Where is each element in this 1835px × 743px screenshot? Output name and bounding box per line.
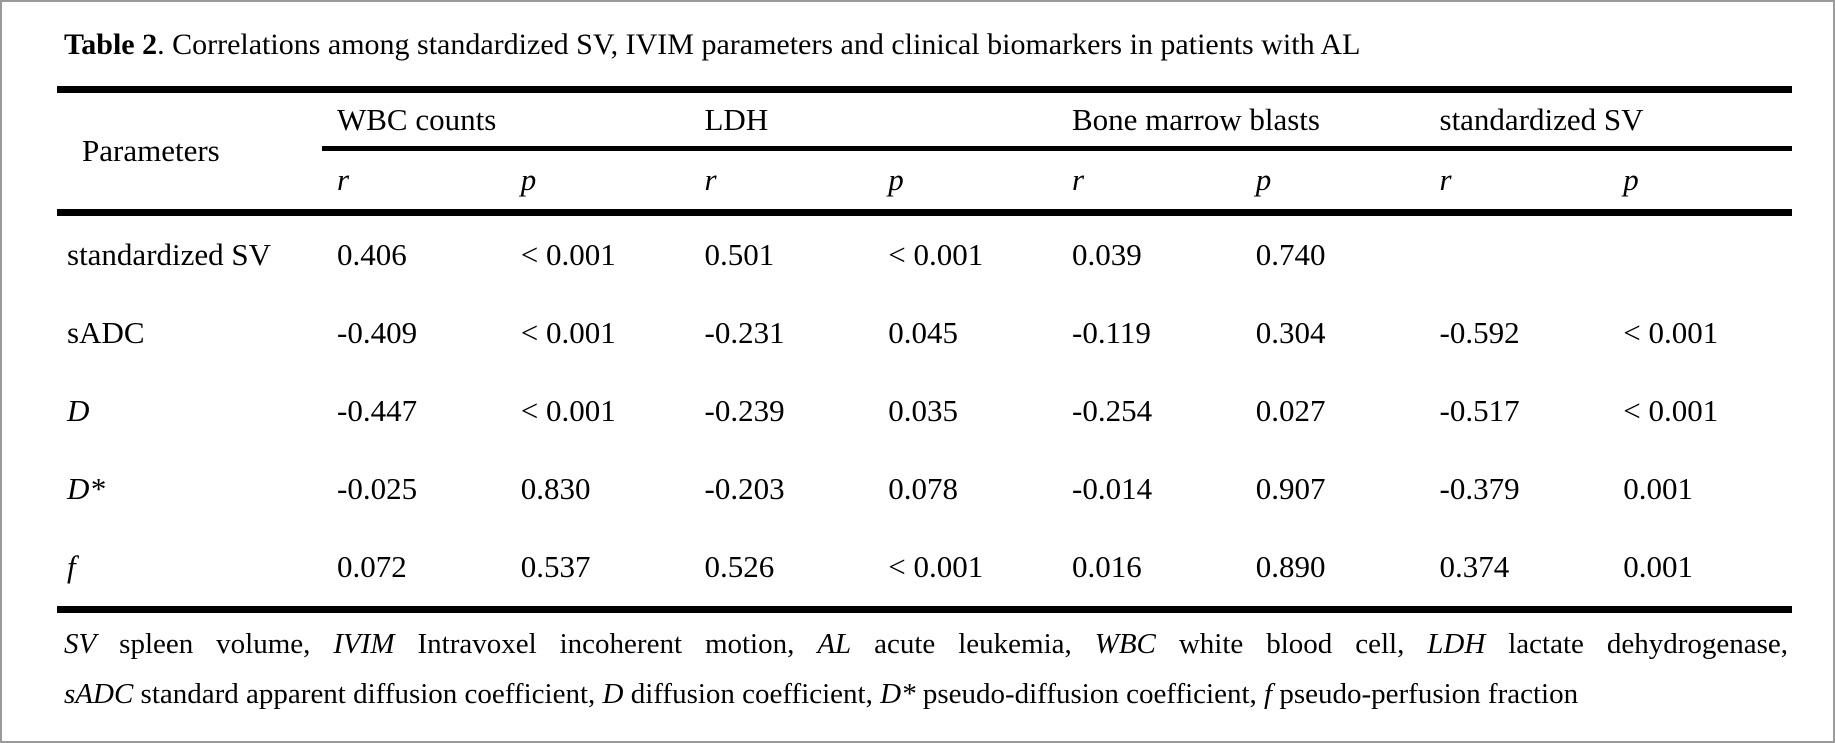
value-cell: -0.014 [1072, 471, 1153, 506]
footnote-text: pseudo-diffusion coefficient, [915, 678, 1265, 710]
footnote-abbrev: LDH [1427, 628, 1486, 660]
value-cell: 0.016 [1072, 549, 1142, 584]
footnote-line-2: sADC standard apparent diffusion coeffic… [64, 669, 1788, 719]
value-cell: -0.203 [704, 471, 785, 506]
param-cell: D [67, 393, 90, 428]
table-body: standardized SV 0.406 < 0.001 0.501 < 0.… [57, 213, 1792, 610]
table-row-sadc: sADC -0.409 < 0.001 -0.231 0.045 -0.119 … [57, 294, 1792, 372]
value-cell: 0.039 [1072, 237, 1142, 272]
value-cell: 0.374 [1439, 549, 1510, 584]
subheader-p-blasts: p [1240, 148, 1425, 216]
param-cell: D* [67, 471, 105, 506]
subheader-row: r p r p r p r p [57, 148, 1792, 216]
value-cell: 0.001 [1623, 471, 1693, 506]
footnote-abbrev: f [1264, 678, 1273, 710]
footnote-abbrev: D [602, 678, 624, 710]
value-cell: -0.447 [337, 393, 418, 428]
value-cell: -0.119 [1072, 315, 1151, 350]
param-cell: f [67, 549, 76, 584]
value-cell: -0.409 [337, 315, 418, 350]
subheader-p-ssv: p [1608, 148, 1792, 216]
value-cell [1425, 213, 1609, 295]
footnote-text: white blood cell, [1155, 628, 1428, 660]
subheader-r-ldh: r [689, 148, 874, 216]
table-row-dstar: D* -0.025 0.830 -0.203 0.078 -0.014 0.90… [57, 450, 1792, 528]
value-cell: 0.537 [520, 549, 591, 584]
value-cell: -0.517 [1439, 393, 1520, 428]
footnote-abbrev: IVIM [333, 628, 395, 660]
subheader-r-blasts: r [1057, 148, 1241, 216]
footnote-abbrev: AL [817, 628, 852, 660]
footnote-abbrev: D* [880, 678, 916, 710]
subheader-r-wbc: r [322, 148, 506, 216]
value-cell: -0.239 [704, 393, 785, 428]
footnote-line-1: SV spleen volume, IVIM Intravoxel incohe… [64, 619, 1788, 669]
subheader-p-ldh: p [873, 148, 1057, 216]
table-header: Parameters WBC counts LDH Bone marrow bl… [57, 89, 1792, 216]
table-row-ssv: standardized SV 0.406 < 0.001 0.501 < 0.… [57, 213, 1792, 295]
footnote-abbrev: WBC [1094, 628, 1156, 660]
value-cell: < 0.001 [888, 237, 984, 272]
footnote-text: lactate dehydrogenase, [1485, 628, 1788, 660]
correlation-table: Parameters WBC counts LDH Bone marrow bl… [57, 86, 1792, 613]
footnote-text: diffusion coefficient, [623, 678, 881, 710]
value-cell: -0.379 [1439, 471, 1520, 506]
footnote-text: pseudo-perfusion fraction [1272, 678, 1579, 710]
value-cell: 0.035 [888, 393, 958, 428]
value-cell: < 0.001 [520, 315, 616, 350]
value-cell: 0.406 [337, 237, 407, 272]
subheader-r-ssv: r [1424, 148, 1609, 216]
group-header-ssv: standardized SV [1424, 89, 1792, 151]
value-cell: 0.304 [1255, 315, 1326, 350]
group-header-row: Parameters WBC counts LDH Bone marrow bl… [57, 89, 1792, 216]
value-cell: -0.254 [1072, 393, 1153, 428]
group-header-ldh: LDH [689, 89, 1057, 151]
table-caption-text: . Correlations among standardized SV, IV… [157, 28, 1361, 61]
value-cell: 0.907 [1255, 471, 1326, 506]
footnote-text: Intravoxel incoherent motion, [394, 628, 818, 660]
subheader-p-wbc: p [505, 148, 690, 216]
value-cell: 0.027 [1255, 393, 1326, 428]
value-cell: < 0.001 [888, 549, 984, 584]
footnote-text: acute leukemia, [851, 628, 1095, 660]
group-header-blasts: Bone marrow blasts [1057, 89, 1425, 151]
group-header-wbc: WBC counts [322, 89, 690, 151]
value-cell: 0.078 [888, 471, 958, 506]
table-caption: Table 2. Correlations among standardized… [64, 26, 1803, 64]
value-cell: < 0.001 [1623, 315, 1719, 350]
param-cell: standardized SV [67, 237, 272, 272]
value-cell [1608, 213, 1792, 295]
value-cell: 0.045 [888, 315, 958, 350]
table-caption-number: Table 2 [64, 28, 158, 61]
value-cell: -0.592 [1439, 315, 1520, 350]
footnote-text: spleen volume, [96, 628, 334, 660]
value-cell: 0.001 [1623, 549, 1693, 584]
value-cell: -0.231 [704, 315, 785, 350]
value-cell: -0.025 [337, 471, 418, 506]
table-row-d: D -0.447 < 0.001 -0.239 0.035 -0.254 0.0… [57, 372, 1792, 450]
footnote-abbrev: sADC [64, 678, 134, 710]
value-cell: < 0.001 [520, 237, 616, 272]
value-cell: < 0.001 [1623, 393, 1719, 428]
table-row-f: f 0.072 0.537 0.526 < 0.001 0.016 0.890 … [57, 528, 1792, 610]
footnote-abbrev: SV [64, 628, 97, 660]
param-cell: sADC [67, 315, 145, 350]
value-cell: 0.501 [704, 237, 775, 272]
value-cell: < 0.001 [520, 393, 616, 428]
value-cell: 0.740 [1255, 237, 1326, 272]
table-footnote: SV spleen volume, IVIM Intravoxel incohe… [64, 619, 1788, 719]
column-header-parameters: Parameters [57, 89, 322, 216]
value-cell: 0.072 [337, 549, 407, 584]
value-cell: 0.526 [704, 549, 775, 584]
value-cell: 0.830 [520, 471, 591, 506]
footnote-text: standard apparent diffusion coefficient, [133, 678, 603, 710]
value-cell: 0.890 [1255, 549, 1326, 584]
